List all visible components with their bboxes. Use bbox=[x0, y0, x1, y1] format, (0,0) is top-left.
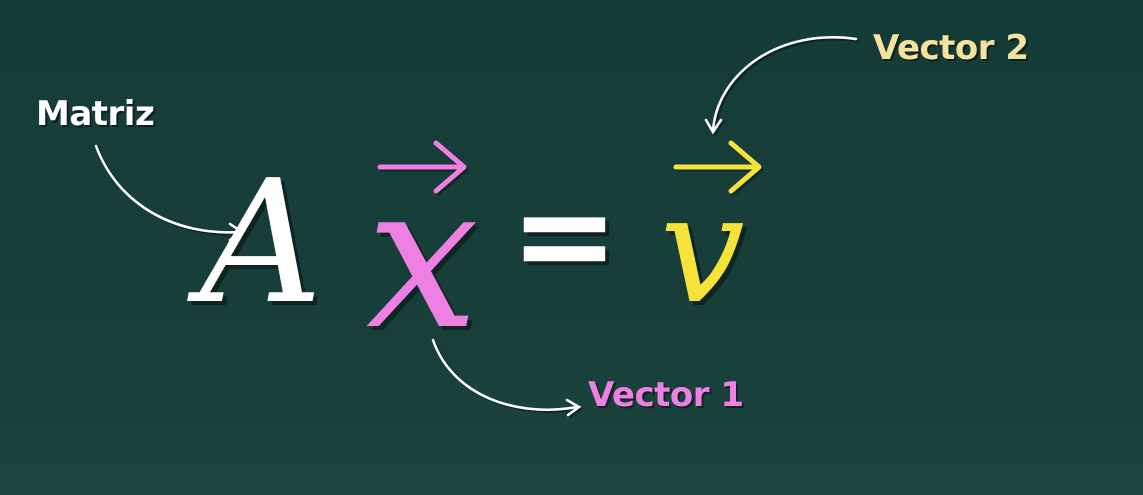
matrix-arrowhead bbox=[228, 222, 245, 242]
vector1-arrowhead bbox=[565, 398, 582, 417]
vector2-symbol: v bbox=[660, 163, 745, 337]
matrix-label: Matriz bbox=[36, 94, 155, 134]
matrix-arrow bbox=[94, 144, 242, 234]
vector2-arrow bbox=[711, 36, 858, 132]
vector2-label: Vector 2 bbox=[873, 28, 1029, 68]
equals-sign: = bbox=[510, 159, 619, 311]
vector2-arrowhead bbox=[704, 118, 723, 135]
vector1-symbol: x bbox=[366, 141, 479, 374]
matrix-symbol: A bbox=[200, 144, 323, 342]
vector1-arrow bbox=[431, 338, 579, 411]
vector2-arrow-symbol bbox=[673, 140, 762, 194]
vector1-label: Vector 1 bbox=[588, 375, 744, 415]
vector1-arrow-symbol bbox=[377, 140, 467, 194]
